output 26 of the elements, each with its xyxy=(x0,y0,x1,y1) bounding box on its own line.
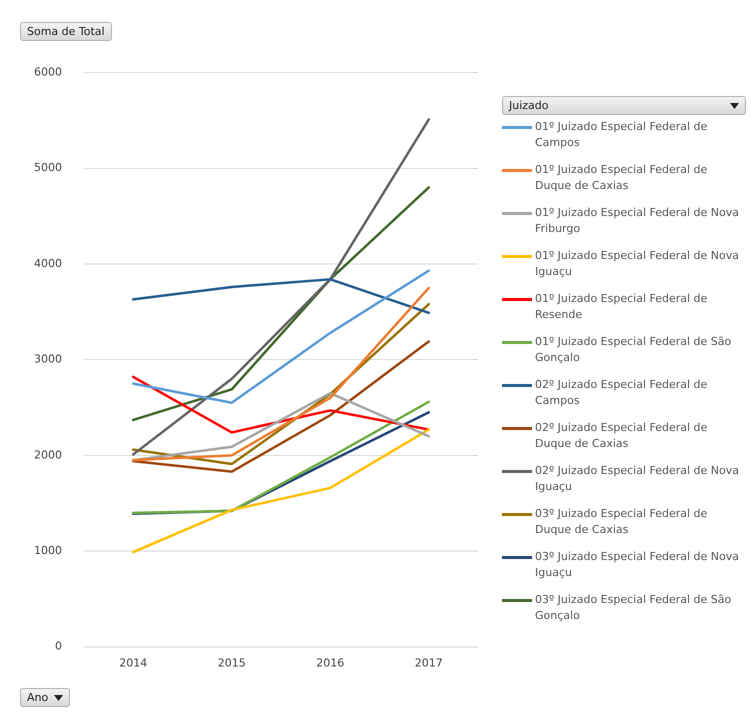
y-tick-label: 6000 xyxy=(34,65,62,78)
x-tick-label: 2017 xyxy=(414,656,443,670)
y-tick-label: 3000 xyxy=(34,352,62,366)
x-axis-title: Ano xyxy=(27,691,48,704)
y-tick-label: 1000 xyxy=(34,544,62,557)
legend-label: 01º Juizado Especial Federal de Nova Iguaçu xyxy=(535,248,740,280)
y-tick-label: 0 xyxy=(54,640,62,653)
legend-label: 01º Juizado Especial Federal de Resende xyxy=(535,291,708,323)
legend-label: 03º Juizado Especial Federal de Duque de Caxias xyxy=(535,506,708,538)
legend-label: 01º Juizado Especial Federal de Campos xyxy=(535,119,708,151)
y-tick-label: 5000 xyxy=(34,161,62,174)
legend-label: 01º Juizado Especial Federal de Nova Friburgo xyxy=(535,205,740,237)
y-tick-label: 4000 xyxy=(34,256,62,270)
x-tick-label: 2016 xyxy=(316,656,344,670)
legend-label: 02º Juizado Especial Federal de Campos xyxy=(535,377,708,409)
legend-label: 03º Juizado Especial Federal de São Gonçalo xyxy=(535,592,732,624)
x-tick-label: 2015 xyxy=(218,656,246,670)
legend-label: 01º Juizado Especial Federal de São Gonçalo xyxy=(535,334,732,366)
y-tick-label: 2000 xyxy=(34,448,62,462)
legend-label: 01º Juizado Especial Federal de Duque de Caxias xyxy=(535,162,708,194)
y-axis-title: Soma de Total xyxy=(20,22,112,41)
legend-label: 02º Juizado Especial Federal de Duque de Caxias xyxy=(535,420,708,452)
legend-label: 02º Juizado Especial Federal de Nova Iguaçu xyxy=(535,463,740,495)
legend-label: 03º Juizado Especial Federal de Nova Iguaçu xyxy=(535,549,740,581)
x-tick-label: 2014 xyxy=(119,656,148,670)
legend-title: Juizado xyxy=(509,99,548,112)
